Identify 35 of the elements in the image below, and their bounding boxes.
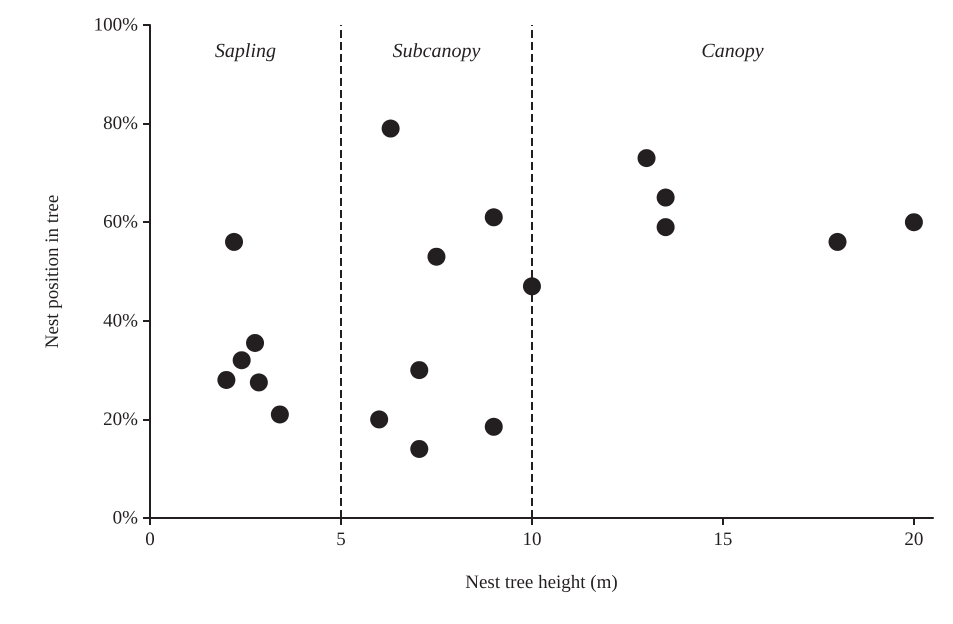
point: [270, 405, 289, 424]
point: [217, 370, 236, 389]
x-axis-title: Nest tree height (m): [465, 572, 618, 593]
annotation: Canopy: [701, 40, 764, 62]
y-tick-label: 80%: [103, 113, 138, 134]
annotation: Sapling: [214, 40, 276, 62]
y-tick-label: 60%: [103, 212, 138, 233]
point: [246, 334, 264, 352]
y-tick-label: 40%: [103, 310, 138, 332]
point: [522, 277, 541, 296]
x-tick-label: 5: [336, 529, 346, 550]
y-axis-title: Nest position in tree: [42, 194, 63, 348]
point: [638, 149, 656, 168]
x-tick-label: 15: [713, 529, 732, 550]
point: [225, 232, 244, 251]
y-tick-label: 20%: [103, 408, 138, 430]
y-tick-label: 0%: [112, 508, 138, 528]
x-tick-label: 20: [904, 529, 924, 550]
y-tick-label: 100%: [94, 14, 138, 36]
point: [370, 410, 388, 428]
point: [410, 440, 428, 458]
point: [904, 213, 923, 232]
point: [427, 248, 446, 266]
x-tick-label: 0: [145, 529, 155, 550]
point: [410, 361, 428, 380]
x-tick-label: 10: [522, 529, 542, 550]
point: [656, 188, 675, 207]
point: [484, 208, 503, 226]
point: [484, 418, 503, 436]
point: [232, 351, 251, 370]
point: [382, 120, 400, 138]
point: [828, 232, 847, 251]
point: [250, 373, 268, 392]
annotation: Subcanopy: [392, 40, 480, 62]
point: [656, 218, 675, 236]
